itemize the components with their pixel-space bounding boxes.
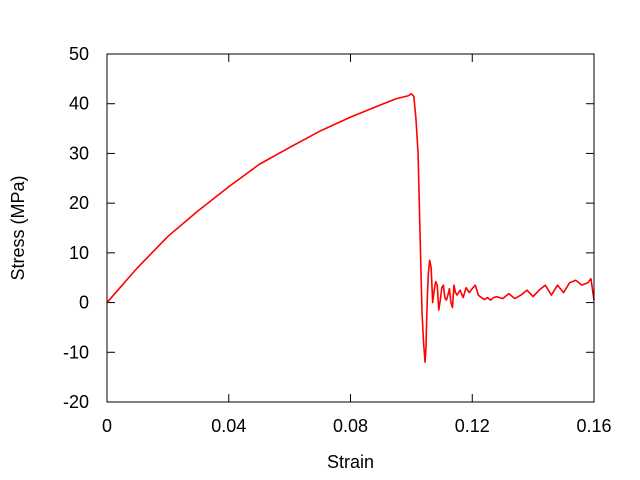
x-tick-label: 0.16	[576, 416, 611, 436]
x-tick-label: 0.12	[455, 416, 490, 436]
y-tick-label: -10	[63, 342, 89, 362]
y-tick-label: 10	[69, 243, 89, 263]
y-tick-label: -20	[63, 392, 89, 412]
y-tick-label: 0	[79, 293, 89, 313]
x-axis-label: Strain	[327, 452, 374, 472]
y-tick-label: 40	[69, 94, 89, 114]
stress-series-line	[106, 92, 595, 364]
tick-labels: 0 0.04 0.08 0.12 0.16 -20 -10 0 10 20 30 40 50	[63, 44, 612, 436]
x-tick-label: 0.04	[211, 416, 246, 436]
y-axis-label: Stress (MPa)	[8, 175, 28, 280]
x-tick-label: 0	[102, 416, 112, 436]
plot-frame	[106, 53, 595, 403]
y-tick-label: 20	[69, 193, 89, 213]
y-tick-label: 50	[69, 44, 89, 64]
x-tick-label: 0.08	[333, 416, 368, 436]
y-tick-label: 30	[69, 143, 89, 163]
